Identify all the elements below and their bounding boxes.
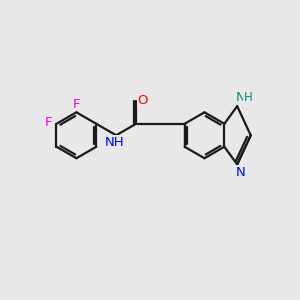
Text: F: F: [73, 98, 80, 111]
Text: N: N: [235, 166, 245, 179]
Text: H: H: [244, 92, 253, 104]
Text: NH: NH: [105, 136, 124, 149]
Text: F: F: [44, 116, 52, 129]
Text: O: O: [137, 94, 148, 107]
Text: N: N: [235, 92, 245, 104]
